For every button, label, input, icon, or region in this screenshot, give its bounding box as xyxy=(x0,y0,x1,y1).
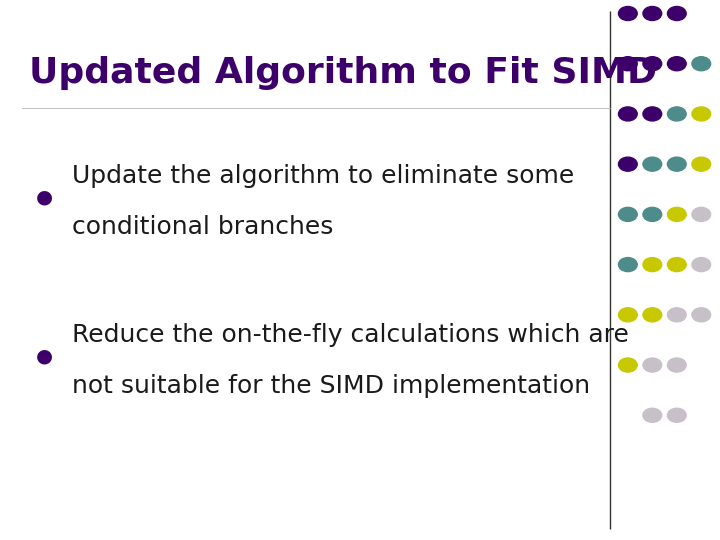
Text: ●: ● xyxy=(36,187,53,207)
Circle shape xyxy=(692,157,711,171)
Circle shape xyxy=(643,157,662,171)
Circle shape xyxy=(618,157,637,171)
Circle shape xyxy=(692,57,711,71)
Text: ●: ● xyxy=(36,347,53,366)
Circle shape xyxy=(692,207,711,221)
Circle shape xyxy=(618,308,637,322)
Circle shape xyxy=(667,408,686,422)
Circle shape xyxy=(692,107,711,121)
Circle shape xyxy=(618,57,637,71)
Circle shape xyxy=(618,207,637,221)
Circle shape xyxy=(667,308,686,322)
Text: Update the algorithm to eliminate some: Update the algorithm to eliminate some xyxy=(72,164,575,187)
Circle shape xyxy=(667,107,686,121)
Circle shape xyxy=(667,358,686,372)
Circle shape xyxy=(643,358,662,372)
Text: not suitable for the SIMD implementation: not suitable for the SIMD implementation xyxy=(72,374,590,398)
Circle shape xyxy=(667,6,686,21)
Circle shape xyxy=(692,258,711,272)
Circle shape xyxy=(643,57,662,71)
Text: Reduce the on-the-fly calculations which are: Reduce the on-the-fly calculations which… xyxy=(72,323,629,347)
Circle shape xyxy=(667,157,686,171)
Circle shape xyxy=(643,207,662,221)
Circle shape xyxy=(667,207,686,221)
Circle shape xyxy=(692,308,711,322)
Circle shape xyxy=(643,107,662,121)
Circle shape xyxy=(643,6,662,21)
Circle shape xyxy=(618,258,637,272)
Circle shape xyxy=(618,6,637,21)
Circle shape xyxy=(667,258,686,272)
Circle shape xyxy=(618,107,637,121)
Circle shape xyxy=(643,258,662,272)
Text: Updated Algorithm to Fit SIMD: Updated Algorithm to Fit SIMD xyxy=(29,56,657,90)
Circle shape xyxy=(643,408,662,422)
Text: conditional branches: conditional branches xyxy=(72,215,333,239)
Circle shape xyxy=(618,358,637,372)
Circle shape xyxy=(667,57,686,71)
Circle shape xyxy=(643,308,662,322)
